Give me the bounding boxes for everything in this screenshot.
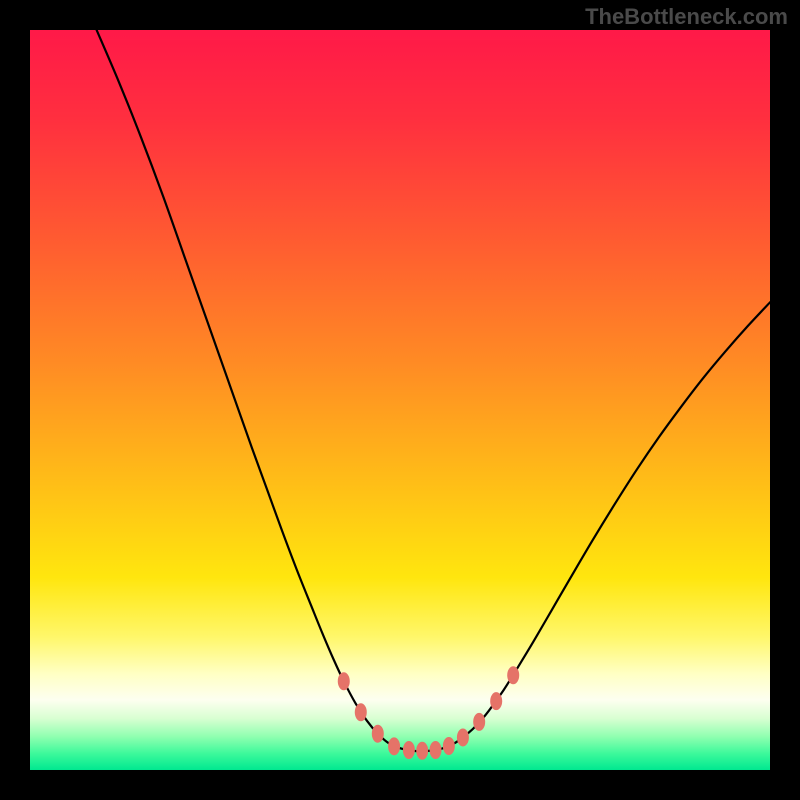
curve-marker bbox=[473, 713, 485, 731]
curve-marker bbox=[388, 737, 400, 755]
watermark-text: TheBottleneck.com bbox=[585, 4, 788, 30]
curve-marker bbox=[372, 725, 384, 743]
curve-marker bbox=[416, 742, 428, 760]
chart-frame: TheBottleneck.com bbox=[0, 0, 800, 800]
chart-svg bbox=[0, 0, 800, 800]
plot-background bbox=[30, 30, 770, 770]
curve-marker bbox=[403, 741, 415, 759]
curve-marker bbox=[490, 692, 502, 710]
curve-marker bbox=[338, 672, 350, 690]
curve-marker bbox=[443, 737, 455, 755]
curve-marker bbox=[355, 703, 367, 721]
curve-marker bbox=[430, 741, 442, 759]
curve-marker bbox=[507, 666, 519, 684]
curve-marker bbox=[457, 728, 469, 746]
